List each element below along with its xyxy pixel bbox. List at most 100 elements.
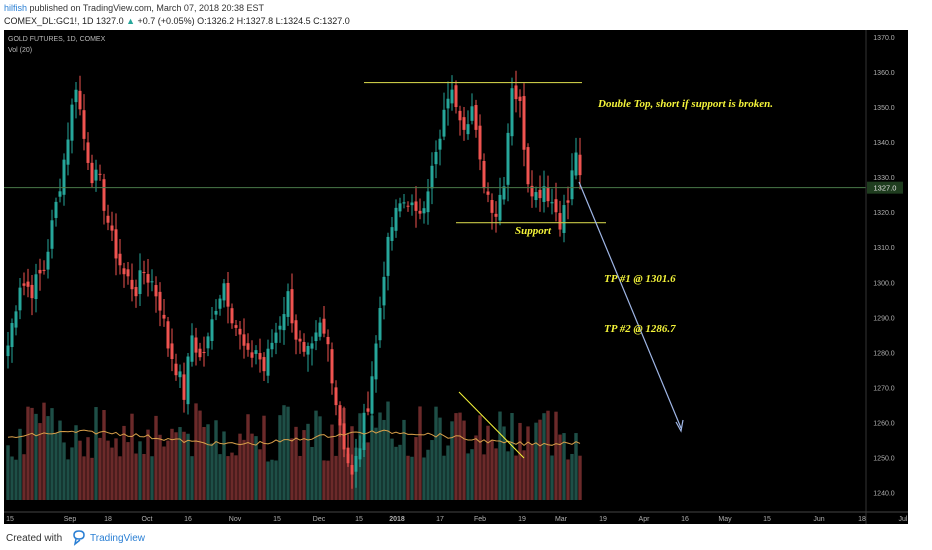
volume-bar (470, 449, 474, 500)
candle-body (226, 282, 230, 307)
volume-bar (398, 444, 402, 500)
candle-body (458, 110, 462, 121)
y-tick-label: 1240.0 (873, 490, 895, 497)
candle-body (498, 194, 502, 221)
candle-body (246, 343, 250, 350)
volume-bar (154, 415, 158, 500)
candle-body (382, 276, 386, 306)
volume-bar (166, 440, 170, 500)
volume-bar (30, 407, 34, 500)
price-change: +0.7 (+0.05%) (137, 16, 195, 26)
annotation-double-top: Double Top, short if support is broken. (597, 98, 773, 110)
candle-body (574, 152, 578, 176)
y-tick-label: 1280.0 (873, 350, 895, 357)
volume-bar (106, 440, 110, 500)
candle-body (70, 104, 74, 141)
candle-body (114, 229, 118, 259)
candle-body (450, 89, 454, 104)
volume-bar (246, 414, 250, 500)
y-tick-label: 1300.0 (873, 280, 895, 287)
volume-bar (10, 456, 14, 500)
candle-body (46, 251, 50, 270)
candle-body (386, 236, 390, 276)
volume-bar (462, 420, 466, 500)
volume-bar (34, 413, 38, 500)
candle-body (282, 314, 286, 331)
last-price-label: 1327.0 (874, 184, 897, 193)
volume-bar (262, 415, 266, 500)
volume-bar (130, 413, 134, 500)
tradingview-link[interactable]: TradingView (90, 533, 146, 544)
candle-body (158, 291, 162, 311)
volume-bar (402, 419, 406, 500)
candle-body (38, 269, 42, 274)
volume-bar (238, 433, 242, 500)
candle-body (138, 270, 142, 295)
volume-bar (250, 433, 254, 500)
volume-bar (506, 451, 510, 500)
volume-bar (230, 452, 234, 500)
volume-bar (198, 410, 202, 500)
candle-body (334, 387, 338, 406)
candle-body (558, 213, 562, 230)
volume-bar (206, 424, 210, 500)
volume-bar (570, 453, 574, 500)
x-tick-label: Mar (555, 516, 568, 523)
candle-body (210, 319, 214, 341)
volume-bar (298, 455, 302, 500)
candle-body (510, 88, 514, 137)
candle-body (454, 85, 458, 108)
volume-bar (314, 410, 318, 500)
chart-area[interactable]: Double Top, short if support is broken. S… (4, 30, 908, 524)
y-tick-label: 1360.0 (873, 70, 895, 77)
volume-bar (538, 419, 542, 500)
candle-body (58, 191, 62, 197)
volume-bar (122, 425, 126, 500)
y-tick-label: 1270.0 (873, 385, 895, 392)
candle-body (474, 105, 478, 130)
volume-legend: Vol (20) (8, 47, 33, 54)
candle-body (342, 423, 346, 450)
candle-body (494, 213, 498, 217)
candle-body (306, 345, 310, 355)
candle-body (346, 447, 350, 464)
volume-trend-line (458, 391, 525, 459)
volume-bar (178, 427, 182, 500)
last-price: 1327.0 (96, 16, 124, 26)
volume-bar (278, 415, 282, 500)
x-tick-label: Jul (899, 516, 908, 523)
candle-body (470, 106, 474, 121)
symbol-label: COMEX_DL:GC1!, 1D (4, 16, 94, 26)
volume-bar (514, 455, 518, 500)
candle-body (102, 179, 106, 211)
candle-body (310, 343, 314, 349)
volume-bar (70, 447, 74, 500)
volume-bar (74, 425, 78, 500)
candle-body (358, 448, 362, 460)
volume-bar (194, 403, 198, 500)
x-tick-label: Oct (142, 516, 153, 523)
candle-body (538, 189, 542, 199)
candle-body (254, 350, 258, 354)
candle-body (434, 151, 438, 165)
candle-body (478, 125, 482, 160)
volume-bar (442, 455, 446, 500)
candle-body (554, 199, 558, 213)
author-link[interactable]: hilfish (4, 3, 28, 13)
volume-bar (50, 408, 54, 500)
x-tick-label: 19 (599, 516, 607, 523)
candle-body (398, 203, 402, 212)
candle-body (270, 342, 274, 350)
candle-body (90, 162, 94, 184)
candle-body (374, 343, 378, 380)
volume-bar (362, 442, 366, 500)
candle-body (238, 328, 242, 335)
candle-body (174, 363, 178, 376)
volume-bar (326, 460, 330, 500)
ohlc-values: O:1326.2 H:1327.8 L:1324.5 C:1327.0 (197, 16, 350, 26)
price-chart[interactable]: Double Top, short if support is broken. S… (4, 30, 908, 524)
candle-body (378, 308, 382, 341)
candle-body (462, 117, 466, 130)
volume-bar (210, 443, 214, 500)
candle-body (318, 322, 322, 337)
